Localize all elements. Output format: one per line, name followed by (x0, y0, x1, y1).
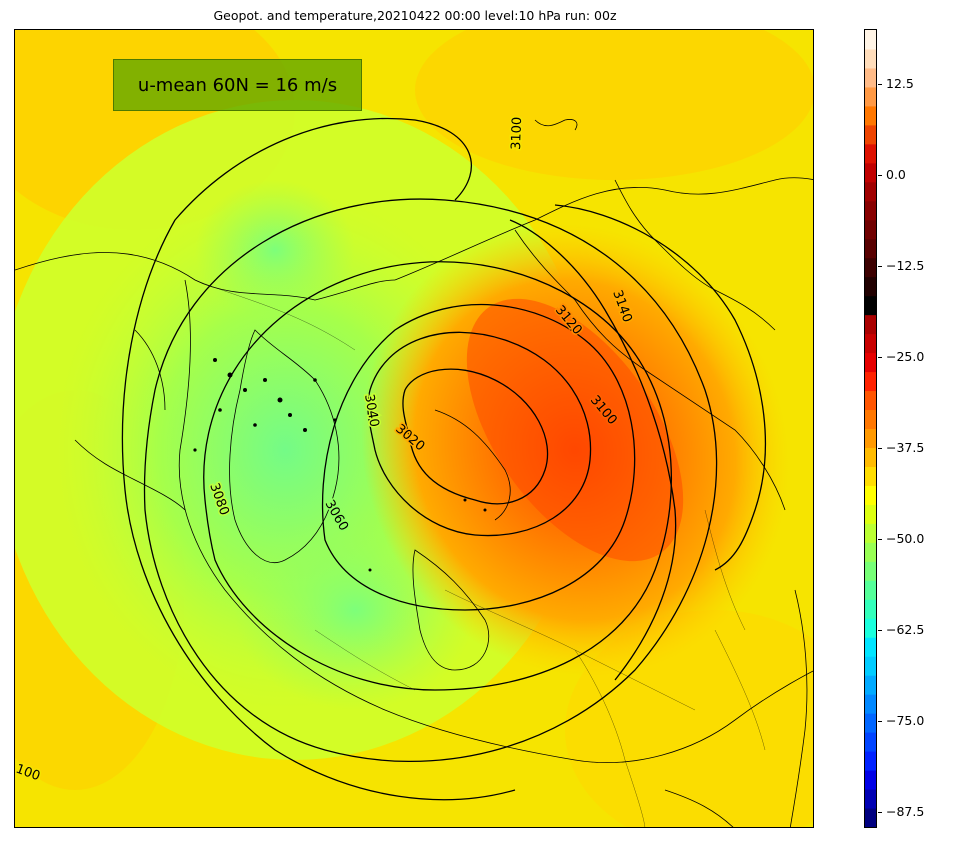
colorbar-band (865, 428, 876, 448)
contour-3040 (367, 331, 592, 537)
u-mean-annotation: u-mean 60N = 16 m/s (113, 59, 362, 111)
colorbar-band (865, 675, 876, 695)
colorbar-tick-label: −62.5 (886, 622, 925, 637)
colorbar-band (865, 637, 876, 657)
colorbar-band (865, 67, 876, 88)
colorbar-band (865, 694, 876, 714)
colorbar-band (865, 618, 876, 638)
colorbar-band (865, 770, 876, 790)
colorbar-band (865, 751, 876, 771)
colorbar-band (865, 219, 876, 240)
colorbar-band (865, 447, 876, 467)
borders (194, 279, 766, 827)
warm-core-center (466, 298, 684, 562)
colorbar-band (865, 181, 876, 202)
colorbar (864, 29, 877, 828)
colorbar-band (865, 238, 876, 259)
warm-patch-north (415, 30, 813, 180)
colorbar-band (865, 295, 876, 316)
colorbar-band (865, 48, 876, 69)
colorbar-tick: −62.5 (878, 622, 965, 637)
contour-3060-ring (321, 303, 636, 611)
colorbar-band (865, 276, 876, 297)
colorbar-band (865, 466, 876, 486)
colorbar-band (865, 656, 876, 676)
colorbar-tick-label: −75.0 (886, 713, 925, 728)
colorbar-tick-label: −37.5 (886, 440, 925, 455)
colorbar-band (865, 162, 876, 183)
colorbar-tick: −37.5 (878, 440, 965, 455)
contour-3100-ring (143, 198, 718, 763)
colorbar-tick-label: −87.5 (886, 804, 925, 819)
colorbar-tick: −75.0 (878, 713, 965, 728)
arctic-islands (193, 358, 487, 572)
colorbar-tick-label: −12.5 (886, 258, 925, 273)
map-canvas: 3100 3120 3140 3100 3040 3020 3080 3060 … (15, 30, 813, 827)
colorbar-band (865, 599, 876, 619)
colorbar-band (865, 105, 876, 126)
colorbar-band (865, 143, 876, 164)
colorbar-tick-label: 12.5 (886, 76, 914, 91)
geopotential-contours (121, 117, 767, 801)
colorbar-band (865, 713, 876, 733)
colorbar-band (865, 580, 876, 600)
colorbar-tick: −50.0 (878, 531, 965, 546)
colorbar-canvas (865, 30, 876, 827)
colorbar-tick-label: −25.0 (886, 349, 925, 364)
polar-map: 3100 3120 3140 3100 3040 3020 3080 3060 … (14, 29, 814, 828)
colorbar-band (865, 314, 876, 335)
colorbar-tick: 0.0 (878, 167, 965, 182)
colorbar-band (865, 789, 876, 809)
colorbar-band (865, 542, 876, 562)
contour-label-3100-north: 3100 (509, 117, 525, 151)
colorbar-tick: 12.5 (878, 76, 965, 91)
colorbar-band (865, 485, 876, 505)
colorbar-tick: −12.5 (878, 258, 965, 273)
colorbar-band (865, 200, 876, 221)
colorbar-band (865, 86, 876, 107)
contour-outer (121, 117, 516, 801)
colorbar-band (865, 333, 876, 354)
contour-3080-ring (203, 261, 673, 691)
cold-spot-north (195, 180, 355, 320)
plot-title: Geopot. and temperature,20210422 00:00 l… (213, 8, 617, 23)
colorbar-band (865, 30, 876, 50)
colorbar-band (865, 561, 876, 581)
colorbar-band (865, 390, 876, 411)
contour-3140-line (554, 204, 767, 571)
colorbar-tick: −25.0 (878, 349, 965, 364)
colorbar-band (865, 352, 876, 373)
colorbar-band (865, 124, 876, 145)
colorbar-band (865, 808, 876, 827)
colorbar-band (865, 257, 876, 278)
colorbar-band (865, 523, 876, 543)
colorbar-tick: −87.5 (878, 804, 965, 819)
colorbar-band (865, 504, 876, 524)
colorbar-band (865, 409, 876, 429)
contour-3020 (402, 368, 549, 505)
contour-3120-line (509, 219, 677, 681)
contour-label-3040: 3040 (361, 393, 382, 428)
colorbar-band (865, 371, 876, 392)
colorbar-tick-label: 0.0 (886, 167, 906, 182)
colorbar-band (865, 732, 876, 752)
colorbar-tick-label: −50.0 (886, 531, 925, 546)
